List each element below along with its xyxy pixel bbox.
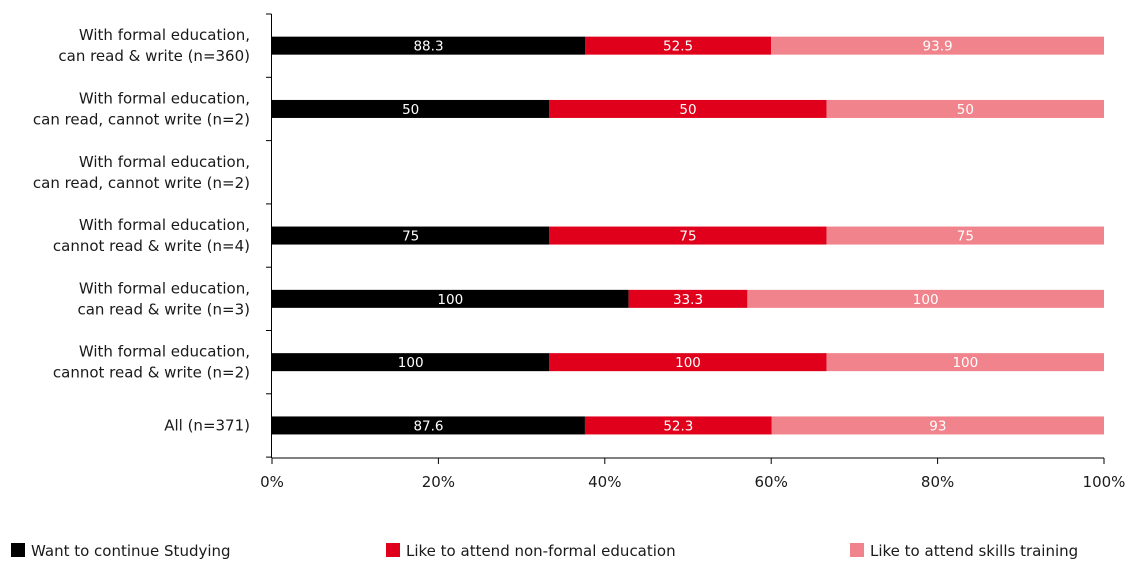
bar-segment	[771, 416, 1104, 435]
category-label-line: With formal education,	[79, 153, 250, 171]
bar-segment	[549, 99, 827, 118]
legend-swatch	[11, 543, 25, 557]
legend-swatch	[850, 543, 864, 557]
bar-value-label: 50	[679, 102, 696, 118]
x-tick-label: 60%	[755, 473, 788, 491]
bar-value-label: 100	[952, 355, 978, 371]
category-label: All (n=371)	[164, 416, 250, 434]
bar-value-label: 75	[957, 229, 974, 245]
bar-segment	[826, 353, 1104, 372]
category-label-line: can read, cannot write (n=2)	[33, 110, 250, 128]
bar-segment	[272, 36, 586, 55]
category-label-line: can read & write (n=360)	[58, 47, 250, 65]
legend-label: Like to attend skills training	[870, 542, 1078, 560]
category-label-line: cannot read & write (n=4)	[53, 237, 250, 255]
bar-segment	[272, 99, 550, 118]
category-label: With formal education, cannot read & writ…	[53, 216, 250, 255]
category-label-line: With formal education,	[79, 343, 250, 361]
bar-value-label: 100	[437, 292, 463, 308]
category-labels-group: With formal education, can read & write (…	[33, 26, 250, 434]
bar-value-label: 93	[929, 418, 946, 434]
bar-value-label: 87.6	[413, 418, 443, 434]
category-label: With formal education, can read, cannot w…	[33, 153, 250, 192]
category-label-line: cannot read & write (n=2)	[53, 364, 250, 382]
x-tick-label: 40%	[588, 473, 621, 491]
category-label: With formal education, can read, cannot w…	[33, 89, 250, 128]
bar-value-label: 52.5	[663, 39, 693, 55]
bar-segment	[826, 226, 1104, 245]
bar-segment	[272, 289, 629, 308]
legend-label: Like to attend non-formal education	[406, 542, 676, 560]
bar-segment	[549, 226, 827, 245]
x-tick-label: 100%	[1083, 473, 1126, 491]
bar-value-label: 50	[957, 102, 974, 118]
legend-label: Want to continue Studying	[31, 542, 231, 560]
category-label-line: With formal education,	[79, 26, 250, 44]
bars-group: 88.3 52.5 93.9 50 50 50 75 75 75 100 33.3 100 100 100…	[272, 36, 1104, 435]
category-label: With formal education, cannot read & writ…	[53, 343, 250, 382]
x-tick-label: 0%	[260, 473, 284, 491]
x-tick-label: 80%	[921, 473, 954, 491]
legend: Want to continue Studying Like to attend …	[11, 542, 1078, 560]
axes-group	[266, 13, 1105, 464]
bar-value-label: 33.3	[673, 292, 703, 308]
bar-value-label: 75	[402, 229, 419, 245]
bar-segment	[272, 416, 585, 435]
category-label: With formal education, can read & write (…	[58, 26, 250, 65]
bar-value-label: 50	[402, 102, 419, 118]
bar-segment	[771, 36, 1104, 55]
bar-segment	[585, 36, 772, 55]
category-label-line: All (n=371)	[164, 416, 250, 434]
x-tick-labels-group: 0% 20% 40% 60% 80% 100%	[260, 473, 1125, 491]
bar-segment	[747, 289, 1104, 308]
bar-segment	[272, 226, 550, 245]
category-label-line: can read & write (n=3)	[77, 300, 250, 318]
category-label-line: With formal education,	[79, 216, 250, 234]
bar-value-label: 52.3	[663, 418, 693, 434]
bar-segment	[549, 353, 827, 372]
category-label-line: can read, cannot write (n=2)	[33, 174, 250, 192]
x-tick-label: 20%	[422, 473, 455, 491]
bar-segment	[826, 99, 1104, 118]
category-label: With formal education, can read & write (…	[77, 279, 250, 318]
bar-value-label: 100	[398, 355, 424, 371]
legend-swatch	[386, 543, 400, 557]
bar-value-label: 100	[675, 355, 701, 371]
category-label-line: With formal education,	[79, 279, 250, 297]
bar-segment	[584, 416, 772, 435]
bar-value-label: 100	[913, 292, 939, 308]
bar-value-label: 93.9	[923, 39, 953, 55]
bar-segment	[272, 353, 550, 372]
bar-segment	[628, 289, 748, 308]
bar-value-label: 75	[679, 229, 696, 245]
bar-value-label: 88.3	[413, 39, 443, 55]
category-label-line: With formal education,	[79, 89, 250, 107]
